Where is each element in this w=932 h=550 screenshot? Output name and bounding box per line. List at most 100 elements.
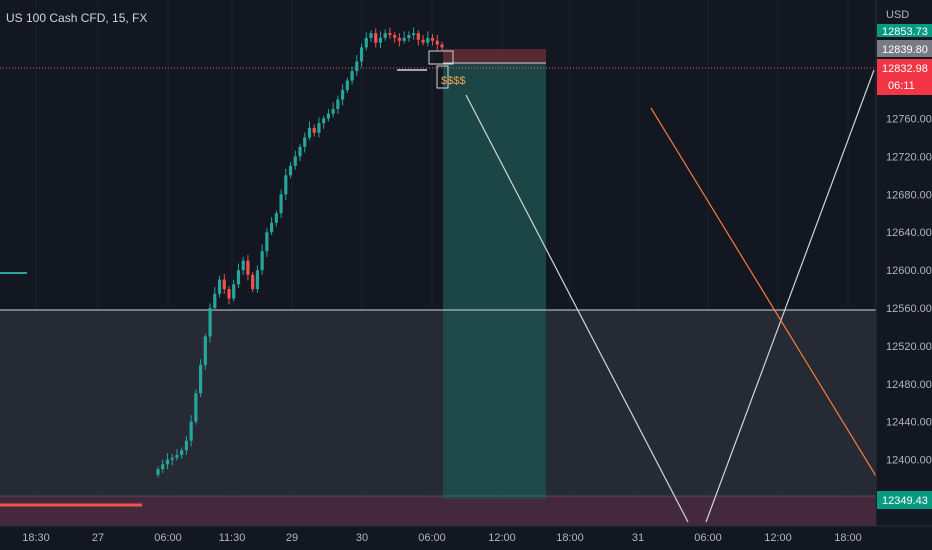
candle-body-56	[421, 39, 425, 43]
candle-3[interactable]	[170, 453, 174, 466]
candle-33[interactable]	[312, 124, 316, 137]
candle-5[interactable]	[180, 447, 184, 459]
candle-42[interactable]	[355, 54, 359, 76]
target-zone[interactable]	[443, 63, 546, 499]
candle-11[interactable]	[208, 303, 212, 343]
candle-body-52	[402, 37, 406, 41]
candle-53[interactable]	[407, 31, 411, 42]
candle-16[interactable]	[232, 279, 236, 302]
candle-39[interactable]	[341, 84, 345, 106]
candle-7[interactable]	[189, 415, 193, 447]
stop-zone[interactable]	[443, 49, 546, 63]
candle-34[interactable]	[317, 117, 321, 138]
candle-25[interactable]	[274, 210, 278, 227]
candle-24[interactable]	[270, 217, 274, 236]
candle-27[interactable]	[284, 168, 288, 200]
candle-57[interactable]	[426, 31, 430, 47]
candle-12[interactable]	[213, 287, 217, 311]
candle-54[interactable]	[412, 27, 416, 40]
candle-body-39	[341, 90, 345, 100]
candle-9[interactable]	[199, 359, 203, 398]
candle-28[interactable]	[288, 162, 293, 179]
time-tick-5: 30	[356, 532, 368, 544]
candle-body-13	[217, 279, 222, 294]
bottom-zone[interactable]	[0, 496, 876, 526]
candle-38[interactable]	[336, 95, 340, 114]
candle-13[interactable]	[217, 275, 222, 298]
candle-6[interactable]	[184, 435, 188, 455]
candle-51[interactable]	[397, 33, 401, 47]
symbol-title[interactable]: US 100 Cash CFD, 15, FX	[6, 11, 147, 25]
projection-white-down[interactable]	[465, 94, 689, 523]
candle-14[interactable]	[222, 273, 226, 294]
candle-body-14	[222, 279, 226, 290]
candle-22[interactable]	[260, 244, 264, 275]
candle-52[interactable]	[402, 31, 406, 44]
candle-body-26	[279, 194, 283, 214]
candle-37[interactable]	[331, 102, 335, 118]
sweep-box[interactable]	[436, 65, 449, 89]
price-tick-7: 12520.00	[886, 341, 932, 353]
time-tick-3: 11:30	[219, 532, 246, 544]
candle-30[interactable]	[298, 144, 302, 162]
candle-23[interactable]	[265, 228, 269, 257]
candle-59[interactable]	[435, 35, 439, 51]
candle-44[interactable]	[364, 32, 368, 51]
candle-8[interactable]	[194, 389, 198, 425]
candle-36[interactable]	[326, 108, 330, 122]
candle-58[interactable]	[430, 34, 435, 46]
candlestick-series[interactable]	[156, 27, 444, 478]
svg-text:06:11: 06:11	[888, 80, 915, 92]
candle-body-1	[161, 464, 165, 470]
candle-10[interactable]	[203, 333, 207, 370]
svg-text:12832.98: 12832.98	[882, 63, 928, 75]
svg-text:12349.43: 12349.43	[882, 495, 928, 507]
candle-43[interactable]	[359, 43, 364, 68]
candle-50[interactable]	[393, 32, 397, 43]
candle-26[interactable]	[279, 189, 283, 218]
candle-1[interactable]	[161, 459, 165, 473]
candle-56[interactable]	[421, 35, 425, 46]
candle-21[interactable]	[255, 265, 259, 293]
candle-body-31	[303, 137, 307, 147]
price-tick-8: 12480.00	[886, 379, 932, 391]
candle-body-20	[251, 274, 255, 290]
time-tick-9: 31	[632, 532, 644, 544]
candle-47[interactable]	[378, 31, 383, 49]
candle-body-59	[435, 40, 439, 45]
candle-17[interactable]	[236, 263, 241, 289]
candle-46[interactable]	[374, 28, 378, 48]
candle-32[interactable]	[307, 121, 312, 141]
candle-body-0	[156, 469, 160, 475]
candle-40[interactable]	[345, 77, 349, 93]
candle-31[interactable]	[303, 132, 307, 153]
candle-4[interactable]	[175, 449, 179, 461]
candle-0[interactable]	[156, 466, 160, 478]
time-tick-12: 18:00	[834, 532, 862, 544]
candle-body-33	[312, 127, 316, 133]
candle-15[interactable]	[227, 286, 231, 305]
candle-29[interactable]	[293, 150, 297, 170]
projection-white-up[interactable]	[705, 69, 875, 523]
candle-45[interactable]	[369, 30, 373, 42]
candle-55[interactable]	[416, 30, 420, 46]
candle-body-50	[393, 35, 397, 38]
projection-orange[interactable]	[650, 107, 877, 477]
order-block-box[interactable]	[428, 50, 454, 65]
candle-41[interactable]	[350, 66, 354, 85]
candle-60[interactable]	[440, 41, 444, 51]
candle-body-10	[203, 336, 207, 365]
candle-48[interactable]	[383, 29, 387, 41]
candle-35[interactable]	[322, 115, 326, 129]
candle-19[interactable]	[246, 254, 250, 281]
candle-2[interactable]	[165, 453, 170, 470]
badge-bottom: 12349.43	[877, 491, 932, 509]
range-zone[interactable]	[0, 310, 876, 496]
candle-18[interactable]	[241, 256, 245, 275]
candle-body-19	[246, 260, 250, 275]
time-axis[interactable]	[0, 526, 932, 550]
candle-20[interactable]	[251, 272, 255, 292]
candle-49[interactable]	[388, 27, 392, 39]
